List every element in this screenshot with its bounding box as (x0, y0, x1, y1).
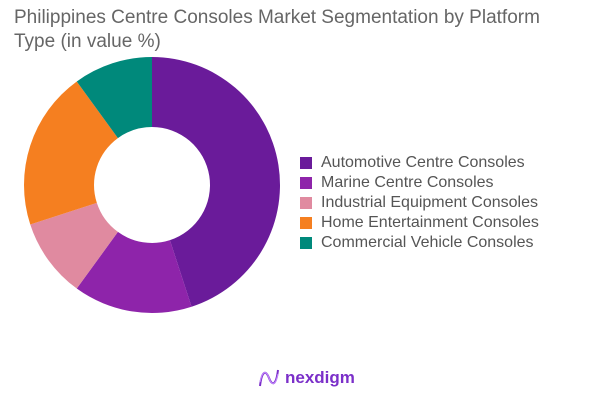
slice-commercial-vehicle-consoles (76, 57, 152, 139)
nexdigm-logo: nexdigm (258, 368, 355, 388)
legend-label: Automotive Centre Consoles (321, 154, 525, 171)
slice-automotive-centre-consoles (152, 57, 280, 307)
legend-item: Home Entertainment Consoles (300, 213, 539, 233)
slice-industrial-equipment-consoles (30, 202, 118, 289)
legend-label: Home Entertainment Consoles (321, 214, 539, 231)
legend-swatch (300, 217, 312, 229)
slice-home-entertainment-consoles (23, 81, 118, 225)
brand-name: nexdigm (285, 368, 355, 387)
legend-item: Commercial Vehicle Consoles (300, 233, 539, 253)
legend-item: Industrial Equipment Consoles (300, 193, 539, 213)
legend: Automotive Centre Consoles Marine Centre … (300, 153, 539, 253)
legend-item: Automotive Centre Consoles (300, 153, 539, 173)
legend-item: Marine Centre Consoles (300, 173, 539, 193)
chart-title: Philippines Centre Consoles Market Segme… (14, 7, 540, 52)
legend-swatch (300, 237, 312, 249)
nexdigm-logo-icon (259, 369, 279, 387)
legend-swatch (300, 177, 312, 189)
legend-swatch (300, 197, 312, 209)
legend-swatch (300, 157, 312, 169)
slice-marine-centre-consoles (76, 231, 192, 313)
legend-label: Marine Centre Consoles (321, 174, 494, 191)
legend-label: Commercial Vehicle Consoles (321, 234, 534, 251)
legend-label: Industrial Equipment Consoles (321, 194, 539, 211)
